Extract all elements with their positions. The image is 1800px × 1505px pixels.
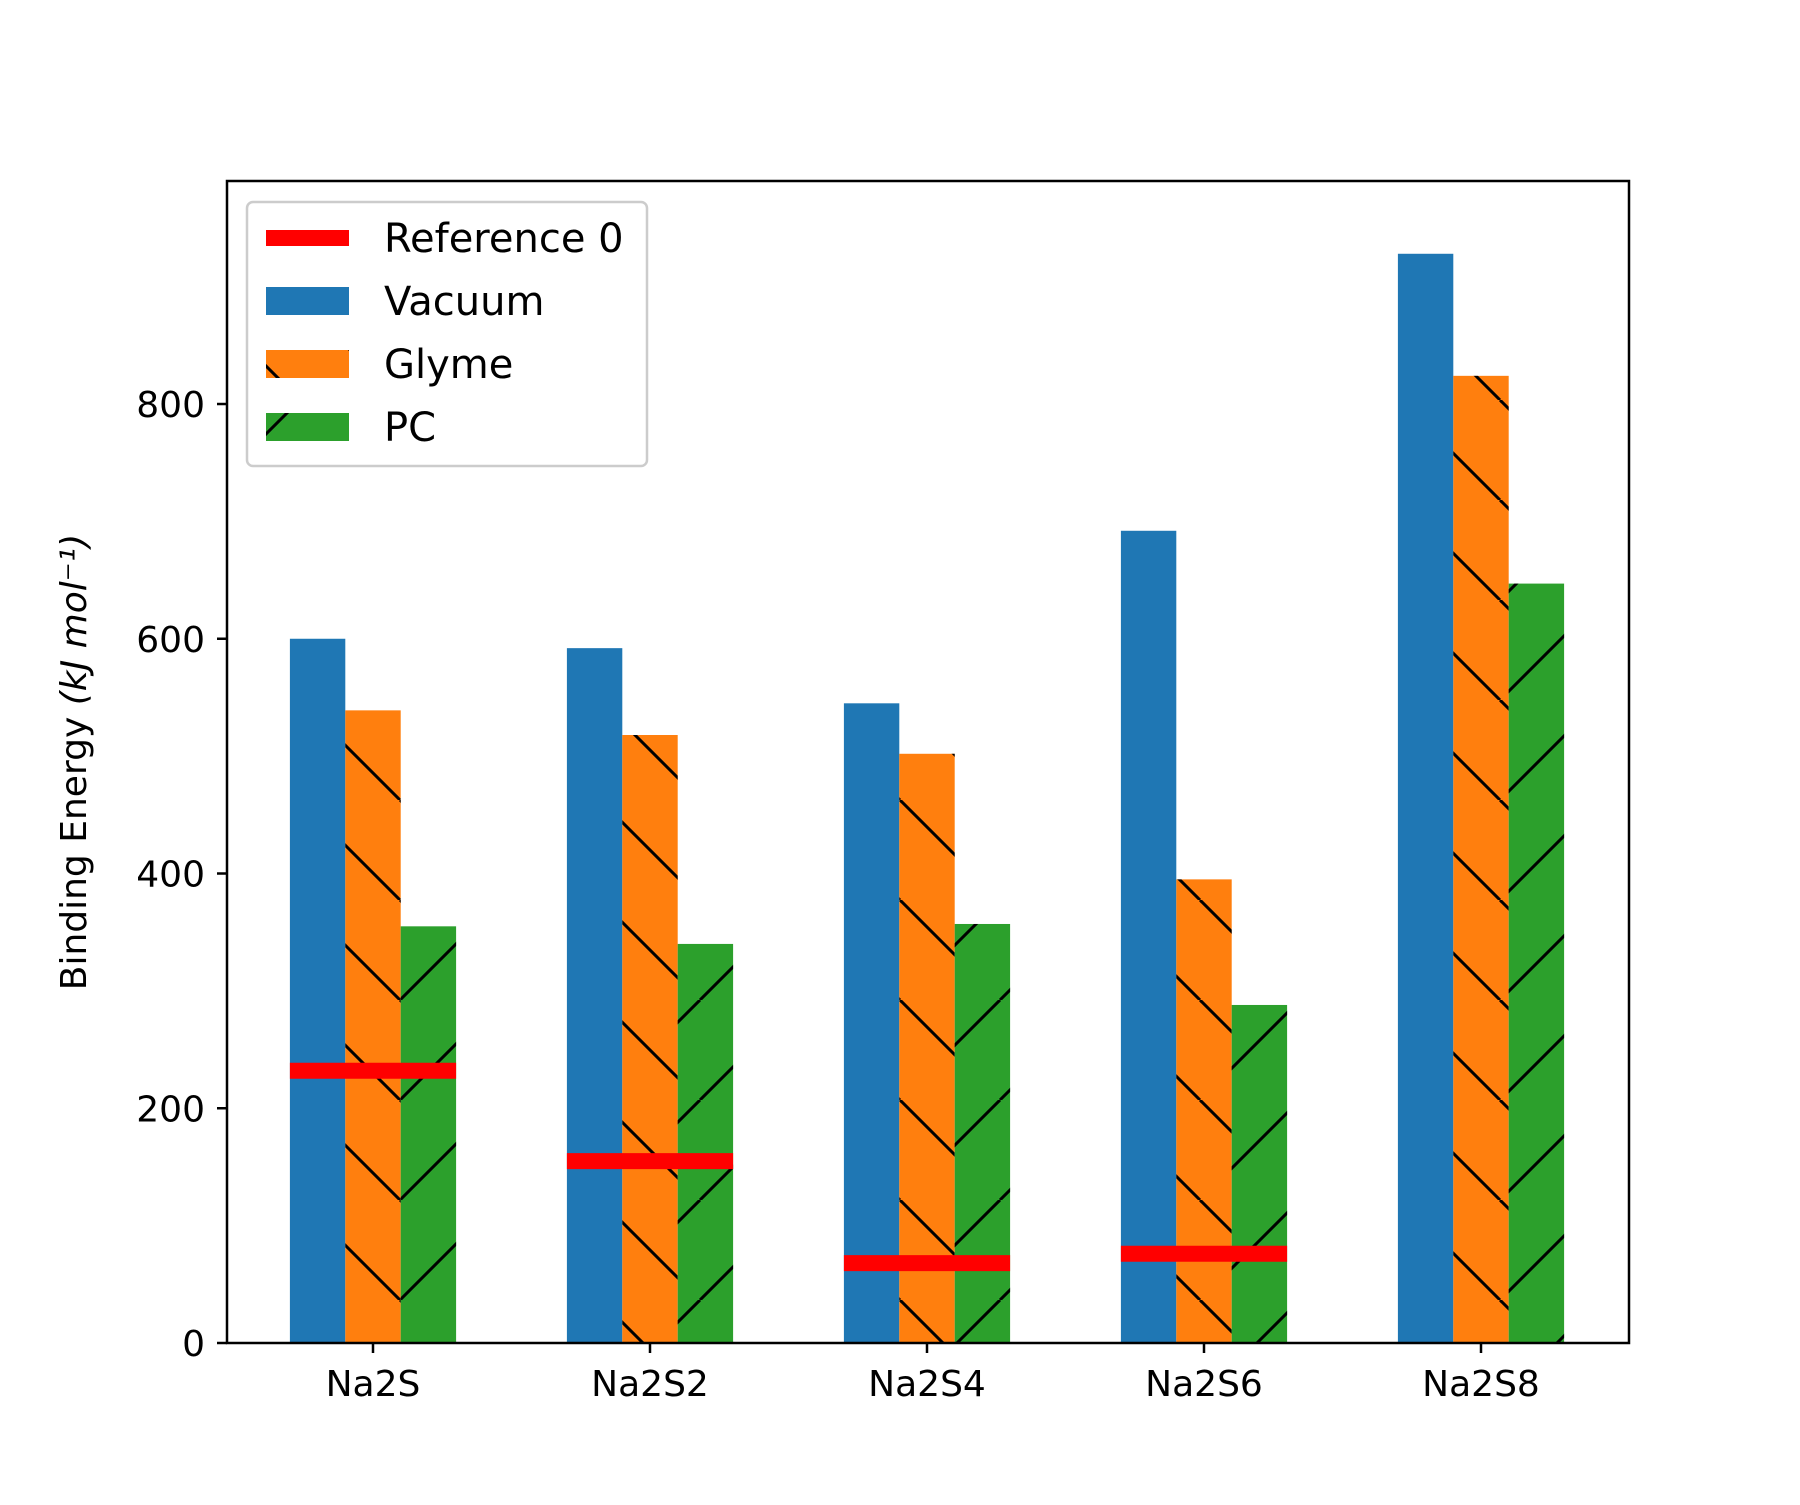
- x-tick-label-na2s8: Na2S8: [1422, 1364, 1540, 1405]
- x-tick-label-na2s2: Na2S2: [591, 1364, 709, 1405]
- y-axis: 0 200 400 600 800: [136, 385, 227, 1365]
- x-axis: Na2S Na2S2 Na2S4 Na2S6 Na2S8: [326, 1343, 1540, 1405]
- bar-hatch-pc-na2s8: [1508, 583, 1565, 1343]
- y-tick-label-600: 600: [136, 620, 205, 661]
- bar-hatch-glyme-na2s2: [622, 735, 678, 1343]
- y-axis-label: Binding Energy (kJ mol⁻¹): [54, 534, 95, 991]
- legend-label-glyme: Glyme: [384, 342, 513, 388]
- legend-frame: [245, 200, 649, 468]
- bar-hatch-glyme-na2s8: [1453, 375, 1509, 1343]
- legend-label-reference-0: Reference 0: [384, 216, 624, 262]
- legend-label-vacuum: Vacuum: [384, 279, 544, 325]
- y-tick-label-0: 0: [182, 1324, 205, 1365]
- legend-swatch-hatch-glyme: [266, 350, 349, 378]
- bar-hatch-glyme-na2s6: [1176, 879, 1232, 1343]
- x-tick-label-na2s6: Na2S6: [1145, 1364, 1263, 1405]
- y-tick-label-400: 400: [136, 855, 205, 896]
- bar-hatch-pc-na2s6: [1231, 1004, 1288, 1343]
- legend-label-pc: PC: [384, 405, 436, 451]
- bar-hatch-glyme-na2s4: [899, 753, 955, 1343]
- legend-swatch-hatch-pc: [266, 413, 349, 441]
- bar-hatch-pc-na2s2: [677, 943, 734, 1343]
- y-tick-label-800: 800: [136, 385, 205, 426]
- bar-vacuum-na2s4: [843, 703, 900, 1343]
- bars-layer: [289, 253, 1565, 1343]
- reference-lines-layer: [289, 1062, 1288, 1272]
- bar-hatch-pc-na2s4: [954, 923, 1011, 1343]
- y-tick-label-200: 200: [136, 1089, 205, 1130]
- bar-vacuum-na2s: [289, 638, 346, 1343]
- bar-hatch-pc-na2s: [400, 926, 457, 1343]
- bar-vacuum-na2s8: [1397, 253, 1454, 1343]
- x-tick-label-na2s: Na2S: [326, 1364, 421, 1405]
- legend-swatch-vacuum: [266, 287, 349, 315]
- legend: Reference 0 Vacuum Glyme PC: [245, 200, 649, 468]
- x-tick-label-na2s4: Na2S4: [868, 1364, 986, 1405]
- bar-vacuum-na2s6: [1120, 530, 1177, 1343]
- bar-hatch-glyme-na2s: [345, 710, 401, 1343]
- bar-vacuum-na2s2: [566, 648, 623, 1343]
